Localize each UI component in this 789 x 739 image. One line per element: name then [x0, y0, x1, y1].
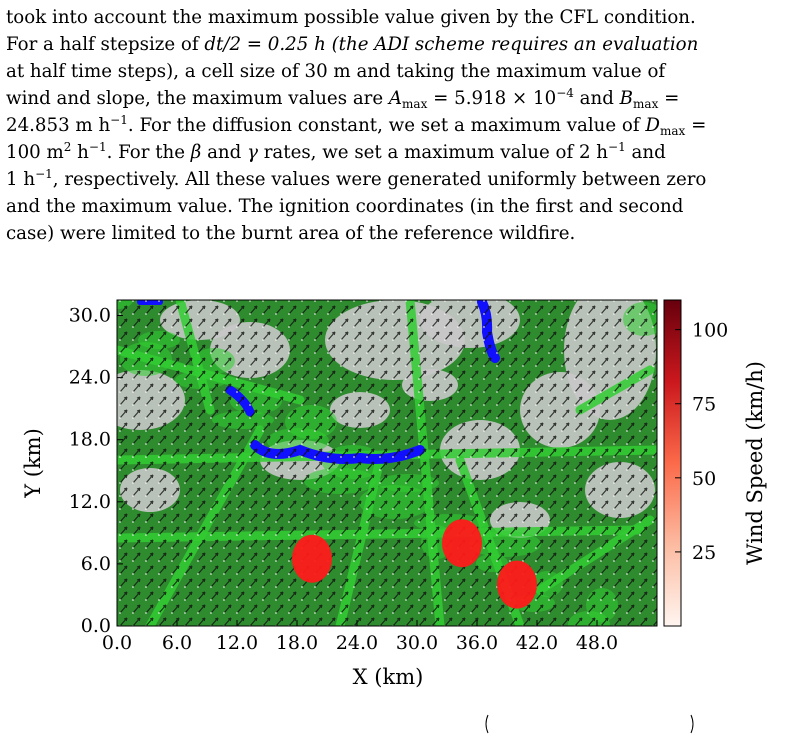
close-paren — [690, 714, 694, 734]
paragraph-line: 100 m2 h−1. For the β and γ rates, we se… — [6, 140, 666, 163]
paragraph-line: case) were limited to the burnt area of … — [6, 223, 576, 244]
figure-caption-fragment — [0, 712, 789, 735]
x-tick-label: 0.0 — [102, 632, 132, 654]
colorbar-tick-label: 75 — [692, 394, 716, 416]
ignition-points — [292, 519, 537, 609]
ignition-point — [442, 519, 482, 568]
paragraph-line: took into account the maximum possible v… — [6, 7, 696, 28]
y-axis: 0.0 6.0 12.0 18.0 24.0 30.0 — [69, 305, 123, 637]
colorbar-tick-label: 50 — [692, 468, 716, 490]
ignition-point — [497, 560, 537, 609]
y-tick-label: 18.0 — [69, 429, 111, 451]
y-tick-label: 6.0 — [81, 553, 111, 575]
y-tick-label: 12.0 — [69, 491, 111, 513]
x-tick-label: 24.0 — [336, 632, 378, 654]
body-paragraph: took into account the maximum possible v… — [6, 4, 784, 247]
colorbar-tick-label: 25 — [692, 542, 716, 564]
paragraph-line: wind and slope, the maximum values are A… — [6, 86, 680, 111]
y-axis-label: Y (km) — [21, 428, 45, 499]
paragraph-line: at half time steps), a cell size of 30 m… — [6, 61, 666, 82]
x-tick-label: 42.0 — [516, 632, 558, 654]
paragraph-line: 24.853 m h−1. For the diffusion constant… — [6, 113, 707, 138]
x-tick-label: 48.0 — [576, 632, 618, 654]
y-tick-label: 30.0 — [69, 305, 111, 327]
wind-map-figure: 0.0 6.0 12.0 18.0 24.0 30.0 0.0 6.0 12.0 18.0 24.… — [21, 299, 767, 689]
x-tick-label: 30.0 — [396, 632, 438, 654]
x-tick-label: 18.0 — [276, 632, 318, 654]
map-frame — [116, 299, 658, 627]
x-axis-label: X (km) — [353, 665, 424, 689]
ignition-point — [292, 534, 332, 583]
colorbar-scale — [663, 299, 682, 627]
colorbar: 25 50 75 100 Wind Speed (km/h) — [663, 299, 767, 627]
terrain-map — [117, 300, 657, 626]
open-paren — [485, 714, 489, 734]
y-tick-label: 0.0 — [81, 615, 111, 637]
x-tick-label: 36.0 — [456, 632, 498, 654]
x-tick-label: 12.0 — [216, 632, 258, 654]
caption-parentheses — [485, 714, 694, 734]
colorbar-ticks: 25 50 75 100 — [675, 320, 728, 564]
colorbar-label: Wind Speed (km/h) — [743, 361, 767, 565]
paragraph-line: For a half stepsize of dt/2 = 0.25 h (th… — [6, 34, 699, 55]
paragraph-line: and the maximum value. The ignition coor… — [6, 196, 684, 217]
x-axis: 0.0 6.0 12.0 18.0 24.0 30.0 36.0 42.0 48.0 — [102, 620, 618, 654]
x-tick-label: 6.0 — [162, 632, 192, 654]
wind-field-overlay — [117, 300, 657, 626]
y-tick-label: 24.0 — [69, 367, 111, 389]
paragraph-line: 1 h−1, respectively. All these values we… — [6, 167, 707, 190]
colorbar-tick-label: 100 — [692, 320, 728, 342]
